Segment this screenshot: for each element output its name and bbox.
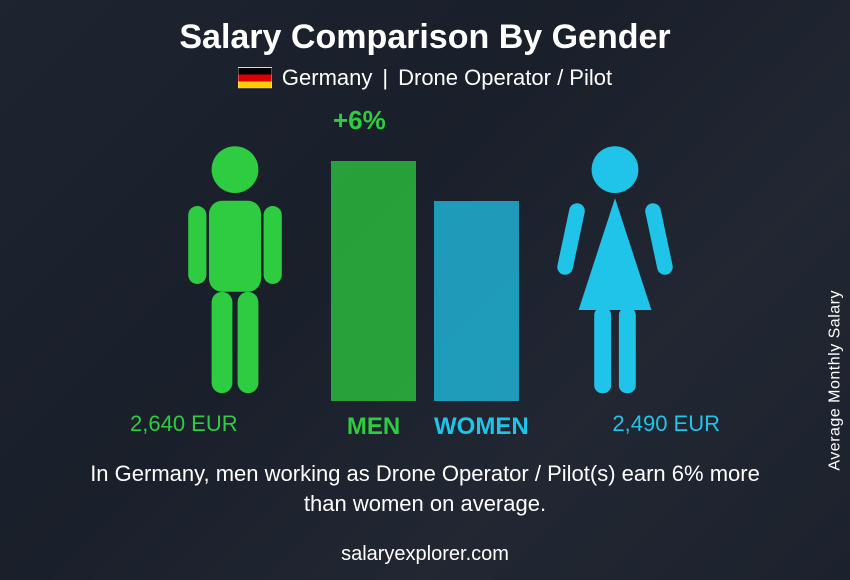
y-axis-label: Average Monthly Salary bbox=[827, 290, 845, 471]
men-label: MEN bbox=[331, 413, 416, 441]
woman-figure-icon bbox=[550, 141, 680, 401]
country-label: Germany bbox=[282, 65, 372, 91]
job-label: Drone Operator / Pilot bbox=[398, 65, 612, 91]
page-title: Salary Comparison By Gender bbox=[0, 0, 850, 57]
source-label: salaryexplorer.com bbox=[0, 543, 850, 566]
women-label: WOMEN bbox=[434, 413, 519, 441]
bar-women bbox=[434, 201, 519, 401]
bar-men bbox=[331, 161, 416, 401]
bar-group bbox=[331, 161, 519, 401]
subtitle-row: Germany | Drone Operator / Pilot bbox=[0, 65, 850, 91]
gender-labels: MEN WOMEN bbox=[0, 413, 850, 441]
chart-area: +6% 2,640 EUR 2,490 EUR MEN WOMEN bbox=[0, 101, 850, 441]
summary-text: In Germany, men working as Drone Operato… bbox=[0, 441, 850, 518]
separator: | bbox=[382, 65, 388, 91]
germany-flag-icon bbox=[238, 67, 272, 89]
man-figure-icon bbox=[170, 141, 300, 401]
percent-delta-label: +6% bbox=[333, 105, 386, 136]
